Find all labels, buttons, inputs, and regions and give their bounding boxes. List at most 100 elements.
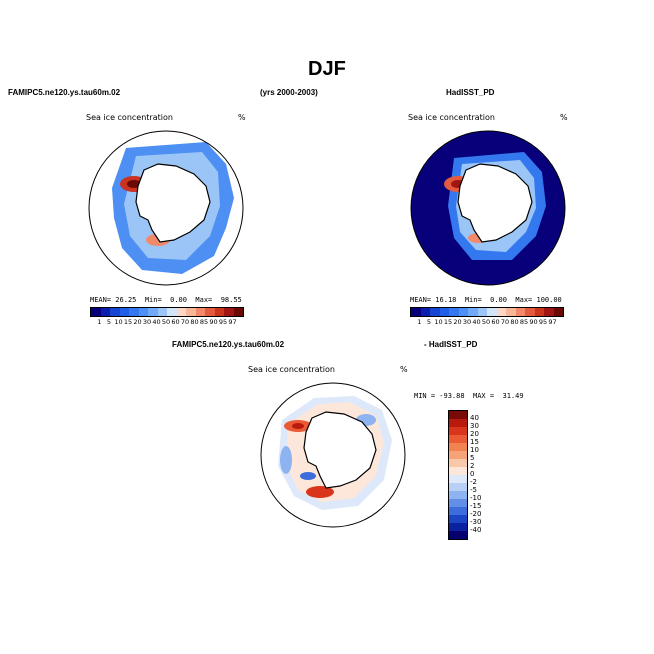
colorbar-swatch bbox=[449, 491, 467, 499]
colorbar-tick-label: 30 bbox=[142, 318, 152, 326]
colorbar-swatch bbox=[91, 308, 101, 316]
colorbar-swatch bbox=[195, 308, 205, 316]
colorbar-swatch bbox=[515, 308, 525, 316]
colorbar-swatch bbox=[449, 531, 467, 539]
colorbar-swatch bbox=[487, 308, 497, 316]
colorbar-swatch bbox=[233, 308, 243, 316]
diff-antarctica bbox=[303, 411, 377, 489]
colorbar-tick-label: 95 bbox=[218, 318, 228, 326]
colorbar-swatch bbox=[449, 483, 467, 491]
colorbar-tick-label: 0 bbox=[470, 470, 475, 478]
left-stats: MEAN= 26.25 Min= 0.00 Max= 98.55 bbox=[90, 296, 242, 304]
colorbar-swatch bbox=[148, 308, 158, 316]
colorbar-swatch bbox=[449, 507, 467, 515]
colorbar-tick-label: -30 bbox=[470, 518, 482, 526]
top-left-case-label: FAMIPC5.ne120.ys.tau60m.02 bbox=[8, 88, 121, 97]
colorbar-swatch bbox=[224, 308, 234, 316]
diff-ross-anomaly bbox=[306, 486, 334, 498]
colorbar-tick-label: -5 bbox=[470, 486, 477, 494]
bottom-left-case-label: FAMIPC5.ne120.ys.tau60m.02 bbox=[172, 340, 285, 349]
colorbar-swatch bbox=[110, 308, 120, 316]
colorbar-tick-label: 20 bbox=[453, 318, 462, 326]
colorbar-tick-label: -10 bbox=[470, 494, 482, 502]
colorbar-swatch bbox=[449, 419, 467, 427]
top-right-case-label: HadISST_PD bbox=[446, 88, 495, 97]
colorbar-tick-label: 90 bbox=[209, 318, 218, 326]
diff-polar-map bbox=[260, 382, 406, 528]
colorbar-tick-label: 60 bbox=[491, 318, 500, 326]
colorbar-tick-label: -2 bbox=[470, 478, 477, 486]
colorbar-swatch bbox=[525, 308, 535, 316]
colorbar-swatch bbox=[138, 308, 148, 316]
page-title: DJF bbox=[308, 58, 346, 80]
colorbar-tick-label: 85 bbox=[199, 318, 209, 326]
colorbar-tick-label: 60 bbox=[171, 318, 180, 326]
colorbar-swatch bbox=[477, 308, 487, 316]
colorbar-tick-label: 30 bbox=[470, 422, 479, 430]
colorbar-swatch bbox=[449, 515, 467, 523]
colorbar-swatch bbox=[449, 459, 467, 467]
colorbar-swatch bbox=[430, 308, 440, 316]
years-label: (yrs 2000-2003) bbox=[260, 88, 318, 97]
colorbar-swatch bbox=[186, 308, 196, 316]
colorbar-swatch bbox=[214, 308, 224, 316]
right-antarctica bbox=[457, 163, 533, 243]
colorbar-tick-label: 20 bbox=[470, 430, 479, 438]
colorbar-swatch bbox=[496, 308, 506, 316]
diff-variable-label: Sea ice concentration bbox=[248, 365, 335, 374]
right-variable-label: Sea ice concentration bbox=[408, 113, 495, 122]
diff-map-boundary bbox=[260, 382, 406, 528]
colorbar-swatch bbox=[119, 308, 129, 316]
right-polar-map bbox=[410, 130, 566, 286]
colorbar-swatch bbox=[449, 443, 467, 451]
colorbar-swatch bbox=[458, 308, 468, 316]
colorbar-tick-label: 30 bbox=[462, 318, 472, 326]
colorbar-tick-label: 70 bbox=[180, 318, 190, 326]
colorbar-tick-label: 15 bbox=[123, 318, 133, 326]
left-map-boundary bbox=[88, 130, 244, 286]
colorbar-tick-label: 70 bbox=[500, 318, 510, 326]
colorbar-tick-label: 40 bbox=[470, 414, 479, 422]
colorbar-tick-label: 50 bbox=[161, 318, 171, 326]
left-antarctica bbox=[135, 163, 211, 243]
diff-stats: MIN = -93.88 MAX = 31.49 bbox=[414, 392, 524, 400]
colorbar-tick-label: 5 bbox=[106, 318, 112, 326]
colorbar-tick-label: 10 bbox=[114, 318, 123, 326]
colorbar-swatch bbox=[439, 308, 449, 316]
colorbar-tick-label: 1 bbox=[97, 318, 102, 326]
colorbar-swatch bbox=[449, 475, 467, 483]
colorbar-tick-label: 97 bbox=[548, 318, 557, 326]
colorbar-tick-label: 90 bbox=[529, 318, 538, 326]
colorbar-swatch bbox=[100, 308, 110, 316]
colorbar-tick-label: 40 bbox=[152, 318, 161, 326]
colorbar-swatch bbox=[157, 308, 167, 316]
left-unit-label: % bbox=[238, 113, 246, 122]
colorbar-swatch bbox=[176, 308, 186, 316]
diff-colorbar bbox=[448, 410, 468, 540]
diff-unit-label: % bbox=[400, 365, 408, 374]
colorbar-tick-label: 5 bbox=[470, 454, 475, 462]
colorbar-swatch bbox=[205, 308, 215, 316]
colorbar-tick-label: 20 bbox=[133, 318, 142, 326]
colorbar-swatch bbox=[420, 308, 430, 316]
colorbar-tick-label: 10 bbox=[434, 318, 443, 326]
colorbar-tick-label: 5 bbox=[426, 318, 432, 326]
colorbar-tick-label: 95 bbox=[538, 318, 548, 326]
colorbar-swatch bbox=[129, 308, 139, 316]
colorbar-swatch bbox=[449, 427, 467, 435]
right-stats: MEAN= 16.18 Min= 0.00 Max= 100.00 bbox=[410, 296, 562, 304]
colorbar-swatch bbox=[167, 308, 177, 316]
colorbar-tick-label: 85 bbox=[519, 318, 529, 326]
left-variable-label: Sea ice concentration bbox=[86, 113, 173, 122]
left-colorbar-ticks: 1 5 10 15 20 30 40 50 60 70 80 85 90 95 97 bbox=[90, 318, 242, 328]
colorbar-swatch bbox=[449, 523, 467, 531]
right-map-boundary bbox=[410, 130, 566, 286]
colorbar-swatch bbox=[544, 308, 554, 316]
colorbar-swatch bbox=[449, 435, 467, 443]
colorbar-tick-label: 50 bbox=[481, 318, 491, 326]
right-colorbar bbox=[410, 307, 564, 317]
left-colorbar bbox=[90, 307, 244, 317]
bottom-right-case-label: - HadISST_PD bbox=[424, 340, 478, 349]
right-colorbar-ticks: 1 5 10 15 20 30 40 50 60 70 80 85 90 95 97 bbox=[410, 318, 562, 328]
colorbar-swatch bbox=[449, 451, 467, 459]
